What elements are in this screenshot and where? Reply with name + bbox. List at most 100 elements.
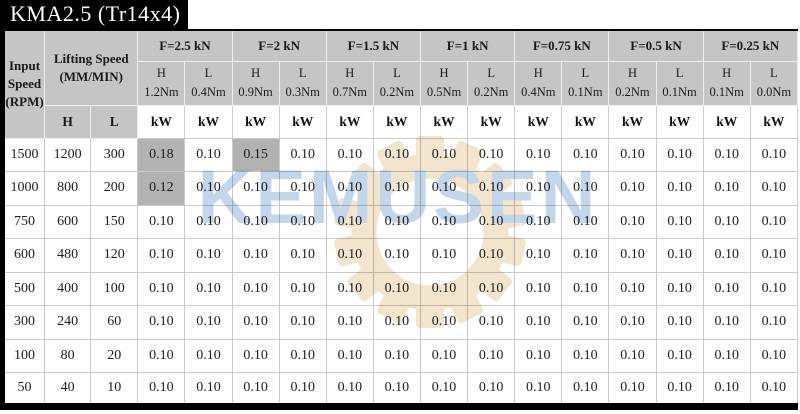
power-kw-cell: 0.10 xyxy=(702,271,751,306)
lifting-speed-h-cell: 600 xyxy=(44,204,92,239)
table-row: 1500 1200 300 0.18 0.10 0.15 0.10 0.10 0.10 0.10 0… xyxy=(1,137,799,172)
unit-kw-header: kW xyxy=(655,104,704,139)
power-kw-cell: 0.10 xyxy=(702,305,751,340)
power-kw-cell: 0.10 xyxy=(702,137,751,172)
power-kw-cell: 0.10 xyxy=(702,338,751,373)
table-row: 500 400 100 0.10 0.10 0.10 0.10 0.10 0.10 0.10 0.1… xyxy=(1,271,799,306)
power-kw-cell: 0.10 xyxy=(372,372,421,407)
force-group-header: F=0.5 kN xyxy=(608,29,704,62)
power-kw-cell: 0.10 xyxy=(231,338,280,373)
torque-header: L 0.2Nm xyxy=(467,60,516,106)
lifting-speed-l-cell: 100 xyxy=(90,271,139,306)
force-group-header: F=2 kN xyxy=(231,29,327,62)
lifting-speed-h-cell: 80 xyxy=(44,338,92,373)
power-kw-cell: 0.10 xyxy=(702,238,751,273)
power-kw-cell: 0.10 xyxy=(561,271,610,306)
power-kw-cell: 0.10 xyxy=(561,372,610,407)
power-kw-cell: 0.10 xyxy=(419,305,469,340)
power-kw-cell: 0.10 xyxy=(325,372,374,407)
lifting-speed-h-cell: 40 xyxy=(44,372,92,407)
power-kw-cell: 0.10 xyxy=(655,137,704,172)
torque-header: L 0.2Nm xyxy=(372,60,421,106)
input-speed-cell: 500 xyxy=(1,271,46,306)
power-kw-cell: 0.10 xyxy=(184,271,233,306)
lifting-speed-l-cell: 150 xyxy=(90,204,139,239)
unit-kw-header: kW xyxy=(372,104,421,139)
spec-table: Input Speed (RPM) Lifting Speed (MM/MIN)… xyxy=(0,29,799,410)
unit-kw-header: kW xyxy=(325,104,374,139)
unit-kw-header: kW xyxy=(749,104,799,139)
force-group-header: F=1 kN xyxy=(419,29,516,62)
power-kw-cell: 0.10 xyxy=(514,238,563,273)
power-kw-cell: 0.10 xyxy=(325,238,374,273)
unit-kw-header: kW xyxy=(608,104,657,139)
title-bar: KMA2.5 (Tr14x4) xyxy=(0,0,800,29)
table-row: 1000 800 200 0.12 0.10 0.10 0.10 0.10 0.10 0.10 0.… xyxy=(1,171,799,206)
power-kw-cell: 0.10 xyxy=(372,171,421,206)
power-kw-cell: 0.10 xyxy=(655,171,704,206)
power-kw-cell: 0.10 xyxy=(702,204,751,239)
power-kw-cell: 0.10 xyxy=(372,238,421,273)
power-kw-cell: 0.10 xyxy=(278,238,327,273)
lifting-speed-h-cell: 240 xyxy=(44,305,92,340)
power-kw-cell: 0.10 xyxy=(561,238,610,273)
torque-header: H 0.1Nm xyxy=(702,60,751,106)
power-kw-cell: 0.10 xyxy=(137,271,186,306)
power-kw-cell: 0.10 xyxy=(655,372,704,407)
power-kw-cell: 0.10 xyxy=(561,338,610,373)
power-kw-cell: 0.10 xyxy=(608,305,657,340)
lifting-speed-l-cell: 10 xyxy=(90,372,139,407)
power-kw-cell: 0.10 xyxy=(467,372,516,407)
power-kw-cell: 0.10 xyxy=(749,238,799,273)
power-kw-cell: 0.10 xyxy=(184,372,233,407)
unit-kw-header: kW xyxy=(419,104,469,139)
power-kw-cell: 0.10 xyxy=(184,204,233,239)
power-kw-cell: 0.10 xyxy=(749,171,799,206)
power-kw-cell: 0.10 xyxy=(561,171,610,206)
power-kw-cell: 0.10 xyxy=(749,338,799,373)
power-kw-cell: 0.10 xyxy=(184,338,233,373)
power-kw-cell: 0.10 xyxy=(137,372,186,407)
power-kw-cell: 0.10 xyxy=(419,271,469,306)
header-row-torque: H 1.2Nm L 0.4Nm H 0.9Nm L 0.3Nm H 0.7Nm L 0.2… xyxy=(3,60,799,106)
table-row: 100 80 20 0.10 0.10 0.10 0.10 0.10 0.10 0.10 0.10 0… xyxy=(1,338,799,373)
power-kw-cell: 0.10 xyxy=(514,338,563,373)
power-kw-cell: 0.10 xyxy=(467,271,516,306)
power-kw-cell: 0.15 xyxy=(231,137,280,172)
force-group-header: F=0.25 kN xyxy=(702,29,799,62)
power-kw-cell: 0.10 xyxy=(749,372,799,407)
header-row-force: Input Speed (RPM) Lifting Speed (MM/MIN)… xyxy=(1,29,799,139)
power-kw-cell: 0.10 xyxy=(561,305,610,340)
power-kw-cell: 0.10 xyxy=(514,271,563,306)
power-kw-cell: 0.10 xyxy=(372,305,421,340)
power-kw-cell: 0.10 xyxy=(749,271,799,306)
unit-kw-header: kW xyxy=(702,104,751,139)
lifting-speed-l-cell: 60 xyxy=(90,305,139,340)
power-kw-cell: 0.10 xyxy=(419,238,469,273)
power-kw-cell: 0.10 xyxy=(419,372,469,407)
power-kw-cell: 0.10 xyxy=(278,372,327,407)
power-kw-cell: 0.10 xyxy=(325,305,374,340)
torque-header: L 0.1Nm xyxy=(655,60,704,106)
power-kw-cell: 0.10 xyxy=(608,372,657,407)
power-kw-cell: 0.10 xyxy=(608,338,657,373)
power-kw-cell: 0.10 xyxy=(278,171,327,206)
power-kw-cell: 0.12 xyxy=(137,171,186,206)
power-kw-cell: 0.10 xyxy=(655,305,704,340)
lifting-speed-h-cell: 400 xyxy=(44,271,92,306)
power-kw-cell: 0.10 xyxy=(419,338,469,373)
power-kw-cell: 0.10 xyxy=(467,305,516,340)
power-kw-cell: 0.10 xyxy=(137,238,186,273)
power-kw-cell: 0.10 xyxy=(137,204,186,239)
torque-header: H 0.2Nm xyxy=(608,60,657,106)
power-kw-cell: 0.10 xyxy=(655,204,704,239)
power-kw-cell: 0.10 xyxy=(419,171,469,206)
power-kw-cell: 0.10 xyxy=(137,338,186,373)
torque-header: H 0.9Nm xyxy=(231,60,280,106)
lifting-speed-l-cell: 120 xyxy=(90,238,139,273)
lifting-speed-h-cell: 480 xyxy=(44,238,92,273)
torque-header: L 0.4Nm xyxy=(184,60,233,106)
power-kw-cell: 0.10 xyxy=(749,305,799,340)
power-kw-cell: 0.10 xyxy=(372,204,421,239)
